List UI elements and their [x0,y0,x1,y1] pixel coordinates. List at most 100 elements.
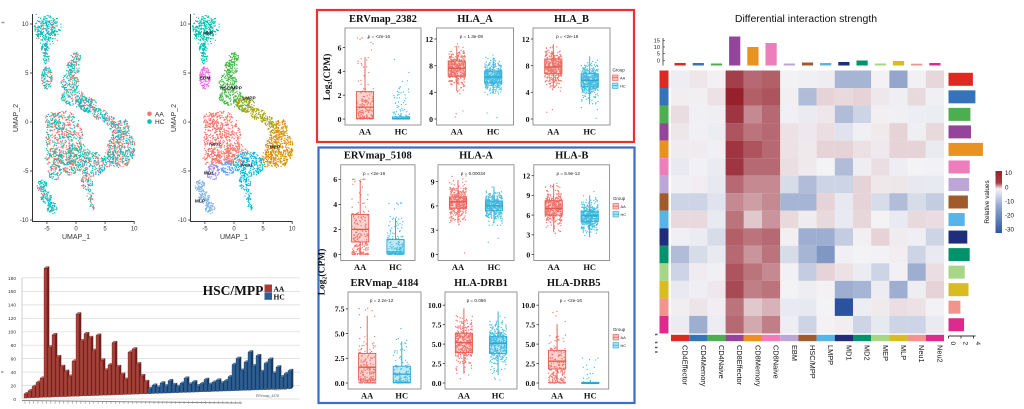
svg-text:0: 0 [232,227,236,233]
svg-text:AA: AA [359,127,372,137]
svg-text:HSC/MPP: HSC/MPP [203,283,264,298]
svg-text:5.0: 5.0 [335,329,345,338]
svg-text:MEP: MEP [881,345,890,361]
svg-text:-20: -20 [1005,213,1015,220]
svg-text:UMAP_1: UMAP_1 [62,234,90,241]
svg-text:p = 5.9e-12: p = 5.9e-12 [557,171,581,176]
svg-text:-10: -10 [20,218,29,224]
svg-text:HLA_A: HLA_A [457,14,493,25]
svg-text:10.0: 10.0 [522,301,536,310]
svg-text:180: 180 [8,276,16,282]
svg-text:MD1: MD1 [204,171,214,177]
svg-text:p = 2.2e-12: p = 2.2e-12 [370,298,394,303]
svg-text:8: 8 [526,62,530,71]
svg-text:CD4Memory: CD4Memory [699,345,708,387]
svg-text:HLA_B: HLA_B [554,14,589,25]
svg-text:60: 60 [11,356,17,362]
svg-text:CD4Effector: CD4Effector [681,345,690,386]
svg-text:-5: -5 [44,227,50,233]
svg-text:LMPP: LMPP [826,345,835,365]
svg-text:ERVmap_4184: ERVmap_4184 [351,278,420,289]
svg-text:AA: AA [458,391,471,401]
svg-text:0: 0 [526,250,530,259]
svg-text:0: 0 [183,120,187,126]
svg-text:40: 40 [11,370,17,376]
svg-text:5.0: 5.0 [525,340,535,349]
svg-text:CD8Naive: CD8Naive [772,345,781,379]
svg-text:MLP: MLP [899,345,908,360]
svg-text:6: 6 [338,43,342,52]
svg-text:0.0: 0.0 [335,379,345,388]
svg-text:MEP: MEP [270,145,281,151]
svg-text:0: 0 [333,250,337,259]
svg-text:MkP: MkP [203,31,214,37]
svg-text:Log2(CPM): Log2(CPM) [317,249,329,296]
svg-text:LMPP: LMPP [242,96,256,102]
svg-text:p = <2e-16: p = <2e-16 [560,298,583,303]
svg-text:10.0: 10.0 [428,301,442,310]
svg-text:HC: HC [488,262,501,272]
svg-text:Neu2: Neu2 [209,142,221,148]
svg-text:Neu2: Neu2 [935,345,944,363]
svg-text:9: 9 [431,177,435,186]
svg-text:CD4Naive: CD4Naive [717,345,726,379]
svg-text:10: 10 [1005,170,1012,177]
svg-text:20: 20 [11,383,17,389]
svg-text:HC: HC [274,292,285,301]
svg-text:0: 0 [13,397,16,403]
svg-text:120: 120 [8,316,16,322]
svg-text:2: 2 [962,342,969,346]
svg-text:AA: AA [621,335,627,340]
svg-text:p = 0.056: p = 0.056 [467,298,487,303]
svg-text:100: 100 [8,330,16,336]
svg-text:2.5: 2.5 [335,354,345,363]
svg-text:0: 0 [25,120,29,126]
svg-text:ERVmap_2382: ERVmap_2382 [349,14,417,25]
svg-text:p = 0.00034: p = 0.00034 [461,171,486,176]
svg-text:HC: HC [621,343,627,348]
svg-text:ERVmap_5108: ERVmap_5108 [344,151,412,162]
svg-text:5: 5 [103,227,107,233]
svg-text:Group: Group [613,68,626,73]
svg-text:HSC/MPP: HSC/MPP [220,86,243,92]
svg-text:-30: -30 [1005,227,1015,234]
svg-text:AA: AA [155,111,164,118]
svg-text:AA: AA [551,391,564,401]
svg-text:-10: -10 [178,218,187,224]
svg-text:0: 0 [74,227,78,233]
svg-text:0: 0 [526,115,530,124]
svg-text:3: 3 [431,226,435,235]
svg-text:AA: AA [361,391,374,401]
svg-text:p = <2e-16: p = <2e-16 [556,34,579,39]
svg-text:HC: HC [583,262,596,272]
svg-text:UMAP_1: UMAP_1 [220,234,248,241]
svg-text:2: 2 [338,91,342,100]
svg-text:7.5: 7.5 [432,321,442,330]
svg-text:HLA-DRB1: HLA-DRB1 [454,278,508,289]
svg-text:6: 6 [431,202,435,211]
svg-text:4: 4 [429,88,433,97]
svg-text:10: 10 [22,22,29,28]
svg-text:Differential interaction stren: Differential interaction strength [735,13,877,25]
svg-text:6: 6 [333,175,337,184]
svg-text:7.5: 7.5 [525,321,535,330]
svg-text:AA: AA [452,262,465,272]
svg-text:ERVmap_2342: ERVmap_2342 [264,387,287,391]
svg-text:6: 6 [526,211,530,220]
svg-text:2.5: 2.5 [525,359,535,368]
svg-text:0: 0 [431,250,435,259]
svg-text:UMAP_2: UMAP_2 [171,104,178,132]
svg-text:MD2: MD2 [863,345,872,361]
svg-text:12: 12 [425,35,433,44]
svg-text:5: 5 [183,71,187,77]
svg-text:0: 0 [1005,184,1009,191]
svg-text:Neu1: Neu1 [241,163,253,169]
svg-text:10: 10 [131,227,138,233]
svg-text:MD1: MD1 [844,345,853,361]
svg-text:AA: AA [621,204,627,209]
svg-text:5: 5 [25,71,29,77]
svg-text:CD8Effector: CD8Effector [735,345,744,386]
svg-text:HC: HC [620,84,626,89]
svg-text:Relative values: Relative values [984,180,991,223]
svg-text:AA: AA [274,284,285,293]
